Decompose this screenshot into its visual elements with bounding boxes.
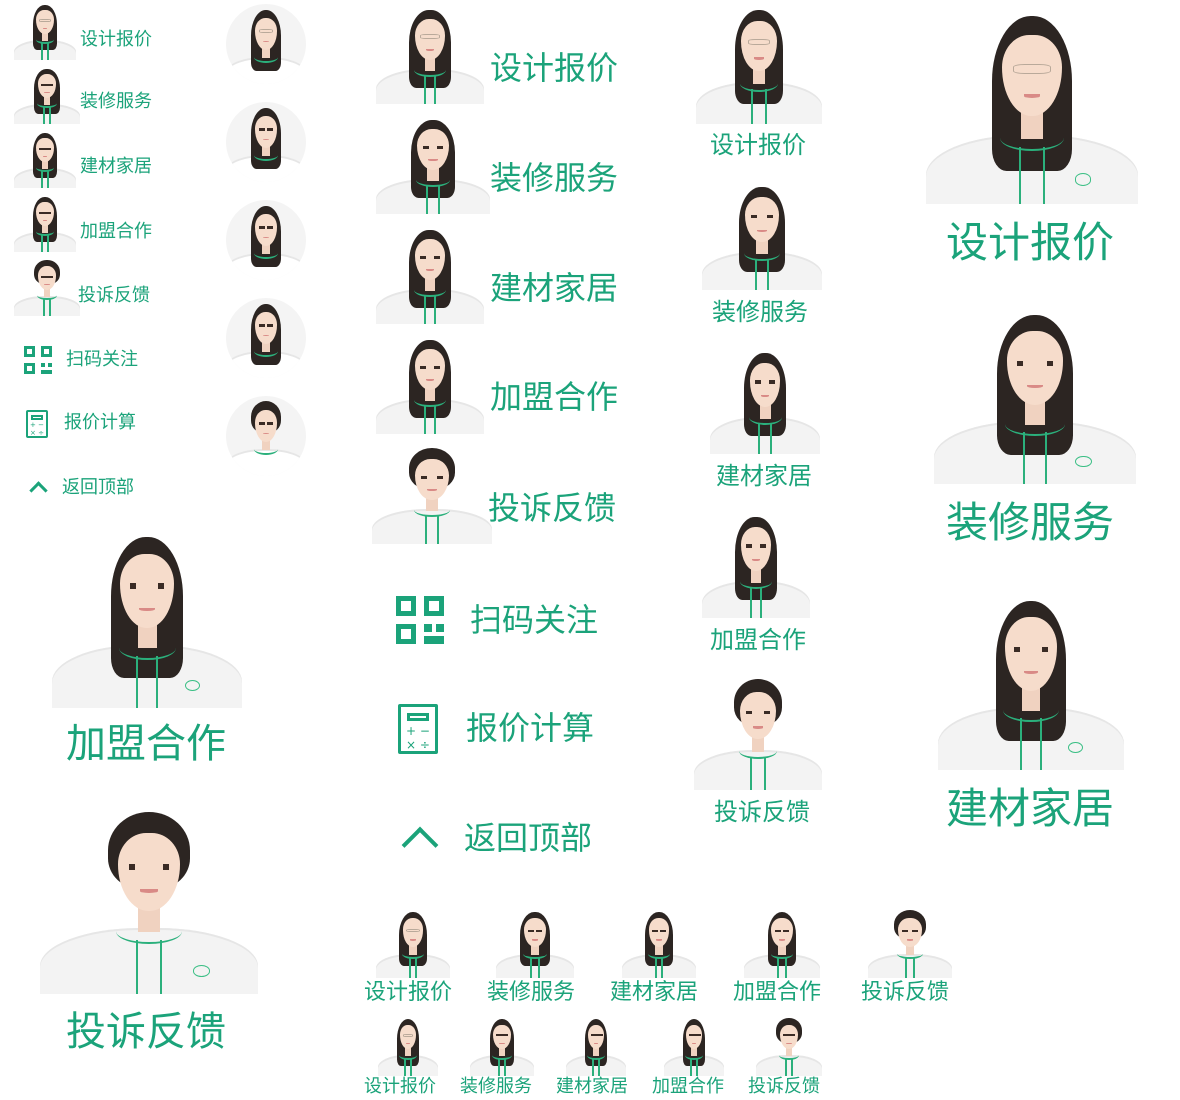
menu-label-scan-follow[interactable]: 扫码关注 — [66, 349, 138, 370]
avatar-franchise-small — [14, 192, 76, 252]
card-label-franchise[interactable]: 加盟合作 — [710, 626, 806, 654]
menu-label-renovation[interactable]: 装修服务 — [80, 91, 152, 112]
menu-label-back-top[interactable]: 返回顶部 — [62, 477, 134, 498]
card-design-quote — [696, 0, 822, 124]
card-complaint — [694, 672, 822, 790]
round-avatar-materials — [226, 200, 306, 280]
menu-label-complaint-medium[interactable]: 投诉反馈 — [488, 489, 617, 527]
avatar-franchise-medium — [376, 332, 484, 434]
portrait-complaint-large — [40, 800, 258, 994]
menu-label-franchise-medium[interactable]: 加盟合作 — [490, 378, 619, 416]
avatar-materials-small — [14, 128, 76, 188]
avatar-complaint-medium — [372, 442, 492, 544]
avatar-design-quote-small — [14, 0, 76, 60]
row1-label-complaint[interactable]: 投诉反馈 — [861, 980, 950, 1005]
row1-label-design-quote[interactable]: 设计报价 — [364, 980, 453, 1005]
chevron-up-icon[interactable] — [29, 481, 48, 500]
row2-label-renovation[interactable]: 装修服务 — [460, 1076, 532, 1097]
avatar-materials-medium — [376, 222, 484, 324]
row1-label-renovation[interactable]: 装修服务 — [487, 980, 576, 1005]
chevron-up-icon-medium[interactable] — [401, 826, 439, 864]
card-franchise — [702, 508, 810, 618]
row1-avatar-design-quote — [376, 906, 450, 978]
card-label-materials[interactable]: 建材家居 — [716, 462, 812, 490]
round-avatar-franchise — [226, 298, 306, 378]
caption-complaint-large[interactable]: 投诉反馈 — [66, 1009, 226, 1055]
row2-label-design-quote[interactable]: 设计报价 — [364, 1076, 436, 1097]
portrait-franchise-large — [52, 522, 242, 708]
large-card-label-design-quote[interactable]: 设计报价 — [946, 218, 1115, 267]
menu-label-back-top-medium[interactable]: 返回顶部 — [464, 819, 593, 857]
row2-label-materials[interactable]: 建材家居 — [556, 1076, 628, 1097]
avatar-renovation-medium — [376, 112, 490, 214]
calculator-icon-medium[interactable]: + − × ÷ — [398, 704, 438, 754]
row2-label-complaint[interactable]: 投诉反馈 — [748, 1076, 820, 1097]
card-label-renovation[interactable]: 装修服务 — [712, 298, 808, 326]
row1-avatar-franchise — [744, 906, 820, 978]
calculator-icon[interactable]: + − × ÷ — [26, 410, 48, 438]
menu-label-scan-follow-medium[interactable]: 扫码关注 — [470, 601, 599, 639]
menu-label-complaint[interactable]: 投诉反馈 — [78, 285, 150, 306]
avatar-design-quote-medium — [376, 2, 484, 104]
row1-avatar-renovation — [496, 906, 574, 978]
qr-code-icon[interactable] — [24, 346, 52, 374]
large-card-label-materials[interactable]: 建材家居 — [946, 784, 1115, 833]
large-card-renovation — [934, 300, 1136, 484]
avatar-complaint-small — [14, 256, 80, 316]
menu-label-renovation-medium[interactable]: 装修服务 — [490, 159, 619, 197]
card-label-design-quote[interactable]: 设计报价 — [710, 131, 806, 159]
avatar-renovation-small — [14, 64, 80, 124]
qr-code-icon-medium[interactable] — [396, 596, 444, 644]
round-avatar-complaint — [226, 396, 306, 476]
card-label-complaint[interactable]: 投诉反馈 — [714, 798, 810, 826]
row2-avatar-renovation — [470, 1014, 534, 1076]
menu-label-materials-medium[interactable]: 建材家居 — [490, 269, 619, 307]
row2-avatar-complaint — [756, 1014, 822, 1076]
menu-label-design-quote-medium[interactable]: 设计报价 — [490, 49, 619, 87]
large-card-design-quote — [926, 0, 1138, 204]
row2-avatar-materials — [566, 1014, 626, 1076]
card-materials — [710, 344, 820, 454]
large-card-materials — [938, 586, 1124, 770]
round-avatar-renovation — [226, 102, 306, 182]
row1-avatar-materials — [622, 906, 696, 978]
row2-label-franchise[interactable]: 加盟合作 — [652, 1076, 724, 1097]
row2-avatar-design-quote — [378, 1014, 438, 1076]
menu-label-quote-calc[interactable]: 报价计算 — [64, 412, 136, 433]
round-avatar-design-quote — [226, 4, 306, 84]
row2-avatar-franchise — [664, 1014, 724, 1076]
menu-label-design-quote[interactable]: 设计报价 — [80, 29, 152, 50]
menu-label-franchise[interactable]: 加盟合作 — [80, 221, 152, 242]
large-card-label-renovation[interactable]: 装修服务 — [946, 498, 1115, 547]
caption-franchise-large[interactable]: 加盟合作 — [66, 721, 226, 767]
row1-avatar-complaint — [868, 906, 952, 978]
menu-label-materials[interactable]: 建材家居 — [80, 156, 152, 177]
card-renovation — [702, 178, 822, 290]
row1-label-materials[interactable]: 建材家居 — [610, 980, 699, 1005]
menu-label-quote-calc-medium[interactable]: 报价计算 — [466, 709, 595, 747]
row1-label-franchise[interactable]: 加盟合作 — [733, 980, 822, 1005]
